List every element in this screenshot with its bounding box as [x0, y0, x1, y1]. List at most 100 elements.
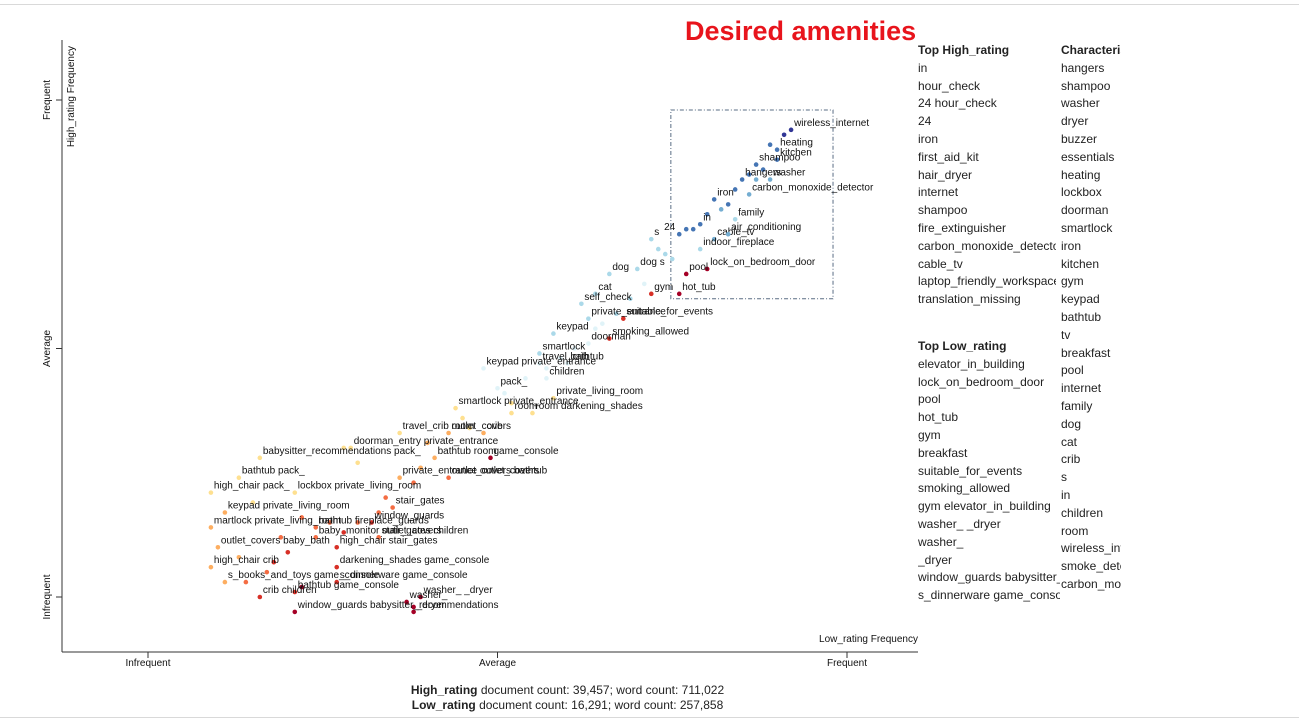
- point-label: high_chair pack_: [214, 481, 290, 492]
- scatter-point: [397, 475, 402, 481]
- scatter-point: [355, 460, 361, 466]
- point-label: darkening_shades game_console: [340, 555, 490, 566]
- bottom-divider: [0, 717, 1299, 718]
- top-divider: [0, 4, 1299, 5]
- characteristic-item: in: [1061, 487, 1071, 502]
- scatter-point: [711, 197, 717, 202]
- y-tick-label: Average: [42, 330, 53, 368]
- top-high-rating-title: Top High_rating: [918, 43, 1010, 57]
- x-tick-label: Infrequent: [125, 658, 170, 669]
- characteristic-item: carbon_mon: [1061, 576, 1121, 591]
- characteristic-item: crib: [1061, 452, 1081, 467]
- scatter-point: [509, 400, 514, 406]
- point-label: stair_gates children: [382, 525, 469, 536]
- scatter-point: [404, 599, 409, 605]
- characteristic-item: kitchen: [1061, 256, 1100, 271]
- y-axis-label: High_rating Frequency: [66, 46, 77, 147]
- top-high-rating-item: first_aid_kit: [918, 149, 979, 164]
- scatter-point: [614, 311, 619, 317]
- point-label: washer_: [409, 590, 448, 601]
- scatter-point: [767, 142, 773, 148]
- scatter-point: [299, 515, 305, 520]
- point-label: s: [654, 227, 659, 238]
- characteristic-item: dog: [1061, 416, 1082, 431]
- top-low-rating-item: gym elevator_in_building: [918, 499, 1051, 514]
- y-tick-label: Frequent: [42, 80, 53, 120]
- scatter-point: [621, 316, 626, 321]
- top-low-rating-item: lock_on_bedroom_door: [918, 374, 1045, 389]
- point-label: outlet_covers bathtub: [452, 466, 548, 477]
- point-label: hot_tub: [682, 282, 716, 293]
- characteristic-item: children: [1061, 505, 1104, 520]
- scatter-point: [711, 236, 717, 242]
- point-label: doorman_entry private_entrance: [354, 436, 499, 447]
- scatter-point: [648, 291, 654, 297]
- scatter-point: [690, 226, 696, 232]
- point-label: dog s: [640, 257, 664, 268]
- scatter-point: [655, 246, 661, 252]
- low-rating-name: Low_rating: [411, 698, 476, 712]
- scatter-point: [718, 207, 724, 212]
- point-label: bathtub room: [438, 446, 497, 457]
- point-label: smoking_allowed: [612, 327, 689, 338]
- scatter-point: [222, 510, 228, 515]
- point-label: game_console: [494, 446, 559, 457]
- x-axis-label: Low_rating Frequency: [819, 634, 918, 645]
- scatter-point: [208, 490, 214, 495]
- top-low-rating-item: elevator_in_building: [918, 356, 1025, 371]
- scatter-point: [753, 177, 759, 182]
- scatter-point: [788, 127, 794, 133]
- point-label: martlock private_living_room: [214, 515, 341, 526]
- scatter-point: [236, 554, 242, 560]
- scatter-point: [411, 609, 416, 615]
- desired-amenities-box: [670, 109, 834, 300]
- characteristic-item: wireless_inte: [1061, 541, 1121, 556]
- scatter-point: [397, 430, 402, 436]
- point-label: keypad: [556, 322, 588, 333]
- scatter-point: [704, 266, 710, 272]
- scatter-point: [481, 366, 486, 371]
- scatter-point: [453, 405, 458, 411]
- characteristic-item: iron: [1061, 238, 1082, 253]
- top-high-rating-item: in: [918, 60, 928, 75]
- scatter-point: [781, 132, 787, 138]
- scatter-point: [537, 351, 542, 356]
- characteristic-item: gym: [1061, 274, 1084, 289]
- scatter-point: [697, 221, 703, 227]
- characteristic-item: buzzer: [1061, 131, 1098, 146]
- scatter-point: [502, 390, 507, 396]
- scatter-point: [264, 569, 270, 575]
- top-low-rating-item: window_guards babysitter_recommendati: [918, 570, 1060, 585]
- low-rating-count-text: document count: 16,291; word count: 257,…: [475, 698, 724, 712]
- high-rating-counts: High_rating document count: 39,457; word…: [0, 683, 1135, 697]
- scatter-point: [593, 326, 598, 331]
- top-low-rating-item: smoking_allowed: [918, 481, 1011, 496]
- point-label: high_chair stair_gates: [340, 535, 438, 546]
- top-low-rating-item: s_dinnerware game_console: [918, 588, 1060, 603]
- characteristic-item: bathtub: [1061, 309, 1102, 324]
- scatter-point: [425, 440, 430, 446]
- top-high-rating-list: Top High_rating in hour_check 24 hour_chec…: [918, 42, 1056, 309]
- x-tick-label: Frequent: [827, 658, 867, 669]
- scatter-point: [725, 202, 731, 207]
- top-high-rating-item: translation_missing: [918, 292, 1021, 307]
- point-label: suitable_for_events: [626, 307, 713, 318]
- scatter-point: [236, 475, 242, 481]
- top-high-rating-item: 24 hour_check: [918, 96, 997, 111]
- point-label: high_chair crib: [214, 555, 279, 566]
- scatter-point: [648, 236, 654, 242]
- characteristic-item: essentials: [1061, 149, 1115, 164]
- top-low-rating-item: _dryer: [918, 552, 953, 567]
- scatter-point: [341, 530, 347, 535]
- top-high-rating-item: carbon_monoxide_detector: [918, 238, 1056, 253]
- scatter-point: [411, 480, 416, 485]
- point-label: crib: [487, 421, 504, 432]
- top-low-rating-item: breakfast: [918, 445, 968, 460]
- scatter-point: [572, 346, 577, 351]
- characteristic-item: pool: [1061, 363, 1084, 378]
- characteristic-list: Characteris hangers shampoo washer dryer buz…: [1061, 42, 1121, 594]
- scatter-point: [683, 271, 689, 277]
- point-label: family: [738, 207, 764, 218]
- scatter-point: [292, 589, 298, 595]
- scatter-point: [271, 559, 277, 565]
